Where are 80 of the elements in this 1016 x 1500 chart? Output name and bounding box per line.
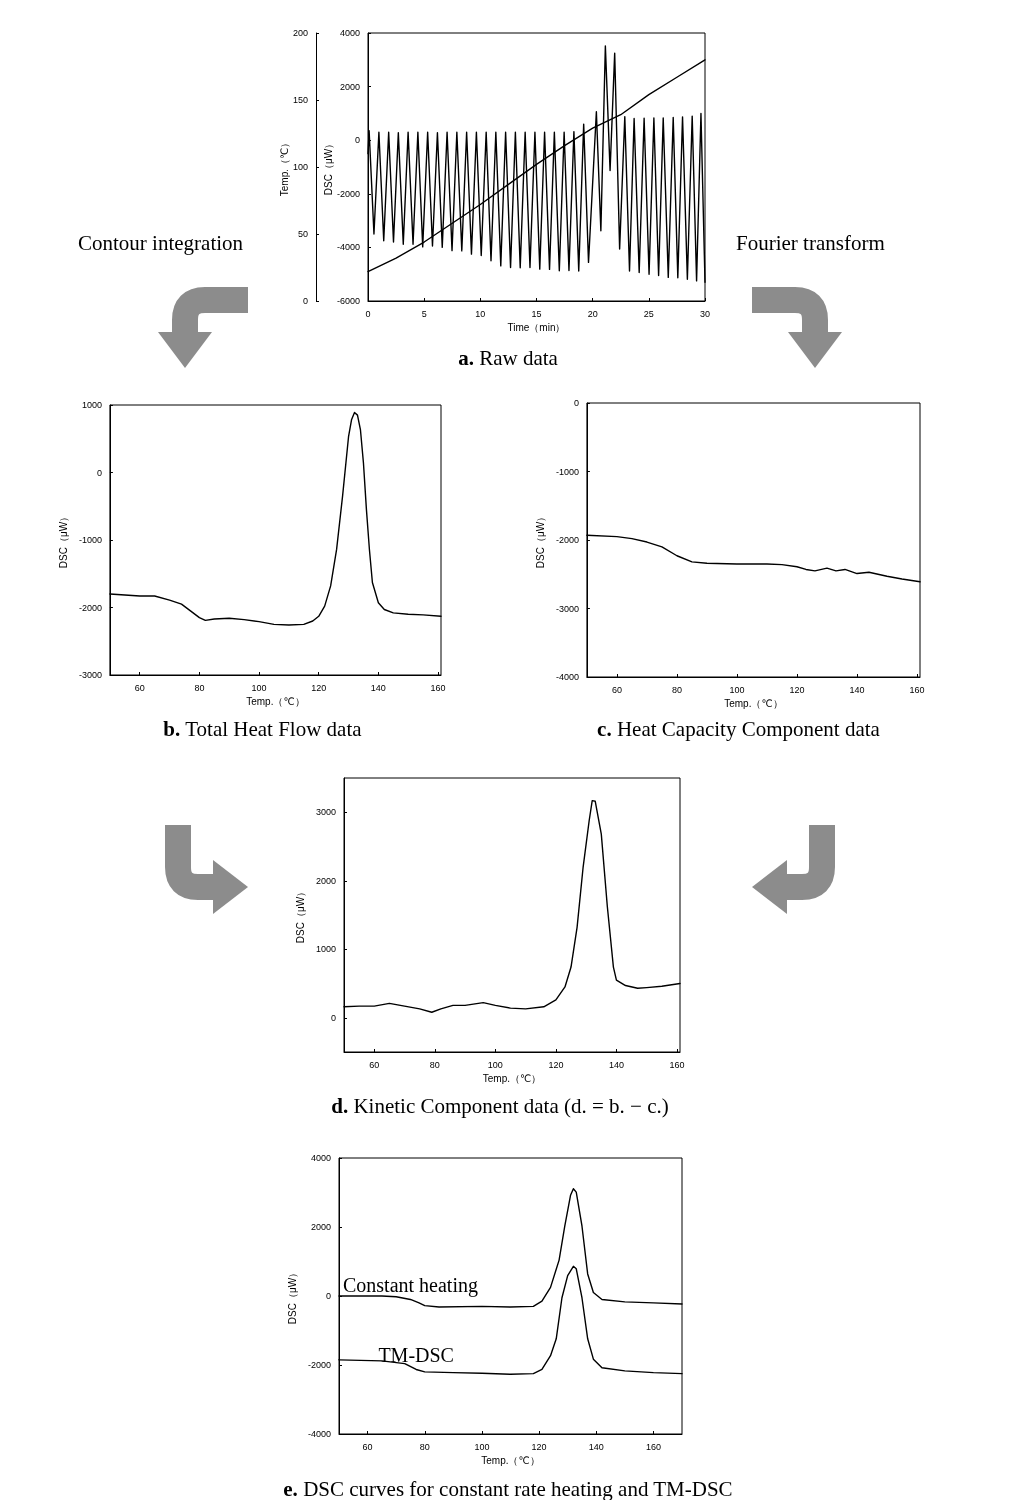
y-tick-label: -2000	[78, 602, 102, 613]
x-axis-title: Temp.（℃）	[246, 696, 305, 708]
y-tick-label: 4000	[310, 1153, 331, 1163]
y-tick-label: 0	[325, 1291, 331, 1301]
x-axis-title: Time（min）	[507, 322, 566, 334]
x-tick-label: 120	[548, 1059, 564, 1070]
y-axis-title: DSC（μW）	[322, 138, 334, 196]
y-axis-title: DSC（μW）	[286, 1267, 298, 1325]
x-tick-label: 140	[608, 1059, 624, 1070]
x-tick-label: 60	[611, 684, 622, 695]
x-tick-label: 120	[531, 1441, 547, 1452]
y-tick-label: -1000	[555, 466, 579, 477]
y-tick-label: -6000	[336, 296, 360, 306]
x-tick-label: 100	[474, 1441, 490, 1452]
y-tick-label: 2000	[310, 1222, 331, 1232]
x-tick-label: 80	[194, 682, 205, 693]
x-tick-label: 160	[430, 682, 446, 693]
y2-axis-title: Temp.（℃）	[278, 137, 290, 197]
x-tick-label: 140	[370, 682, 386, 693]
y-tick-label: 2000	[339, 81, 360, 92]
y-tick-label: -2000	[555, 535, 579, 545]
y-tick-label: -4000	[336, 242, 360, 253]
y-tick-label: 0	[330, 1012, 336, 1023]
x-tick-label: 160	[669, 1059, 685, 1070]
x-tick-label: 80	[671, 684, 682, 695]
y-tick-label: -4000	[555, 672, 579, 682]
y-tick-label: -2000	[336, 188, 360, 199]
y-tick-label: -4000	[307, 1429, 331, 1439]
x-tick-label: 140	[849, 684, 865, 695]
y-axis-title: DSC（μW）	[57, 511, 69, 569]
y-tick-label: -3000	[78, 670, 102, 680]
x-axis-title: Temp.（℃）	[724, 698, 783, 710]
x-tick-label: 160	[645, 1441, 661, 1452]
x-tick-label: 25	[643, 308, 654, 319]
x-tick-label: 80	[419, 1441, 430, 1452]
series-label: TM-DSC	[378, 1344, 454, 1367]
x-tick-label: 80	[429, 1059, 440, 1070]
text: Contour integration	[78, 230, 244, 255]
x-tick-label: 15	[531, 308, 542, 319]
y-tick-label: 3000	[315, 807, 336, 818]
x-tick-label: 140	[588, 1441, 604, 1452]
x-tick-label: 100	[251, 682, 267, 693]
y-tick-label: 0	[573, 398, 579, 408]
text: c. Heat Capacity Component data	[597, 716, 881, 741]
y-tick-label: 0	[96, 467, 102, 478]
text: d. Kinetic Component data (d. = b. − c.)	[331, 1093, 669, 1118]
y-tick-label: -2000	[307, 1360, 331, 1370]
y-axis-title: DSC（μW）	[294, 886, 306, 944]
y2-tick-label: 200	[292, 28, 308, 38]
y-tick-label: -1000	[78, 535, 102, 545]
text: e. DSC curves for constant rate heating and TM-DSC	[283, 1476, 733, 1500]
x-tick-label: 0	[365, 308, 371, 319]
y-tick-label: 2000	[315, 875, 336, 886]
x-tick-label: 60	[369, 1059, 380, 1070]
y-tick-label: 1000	[81, 400, 102, 410]
x-tick-label: 120	[311, 682, 327, 693]
text: a. Raw data	[458, 345, 559, 370]
y-tick-label: 1000	[315, 944, 336, 955]
x-tick-label: 5	[421, 308, 427, 319]
x-tick-label: 30	[699, 308, 711, 319]
x-tick-label: 10	[475, 308, 486, 319]
x-tick-label: 60	[362, 1441, 373, 1452]
y-tick-label: 4000	[339, 28, 360, 38]
y2-tick-label: 100	[292, 162, 308, 172]
y2-tick-label: 50	[297, 229, 308, 239]
x-axis-title: Temp.（℃）	[482, 1073, 542, 1085]
y2-tick-label: 150	[292, 95, 308, 105]
x-tick-label: 60	[134, 682, 145, 693]
series-label: Constant heating	[342, 1274, 478, 1298]
x-tick-label: 100	[729, 684, 745, 695]
y-tick-label: 0	[354, 135, 360, 146]
x-tick-label: 160	[909, 684, 925, 695]
x-tick-label: 120	[789, 684, 805, 695]
y-axis-title: DSC（μW）	[534, 511, 546, 569]
y-tick-label: -3000	[555, 603, 579, 614]
x-tick-label: 100	[487, 1059, 503, 1070]
text: b. Total Heat Flow data	[163, 716, 363, 741]
x-axis-title: Temp.（℃）	[481, 1455, 540, 1467]
x-tick-label: 20	[587, 308, 598, 319]
text: Fourier transform	[736, 230, 885, 255]
